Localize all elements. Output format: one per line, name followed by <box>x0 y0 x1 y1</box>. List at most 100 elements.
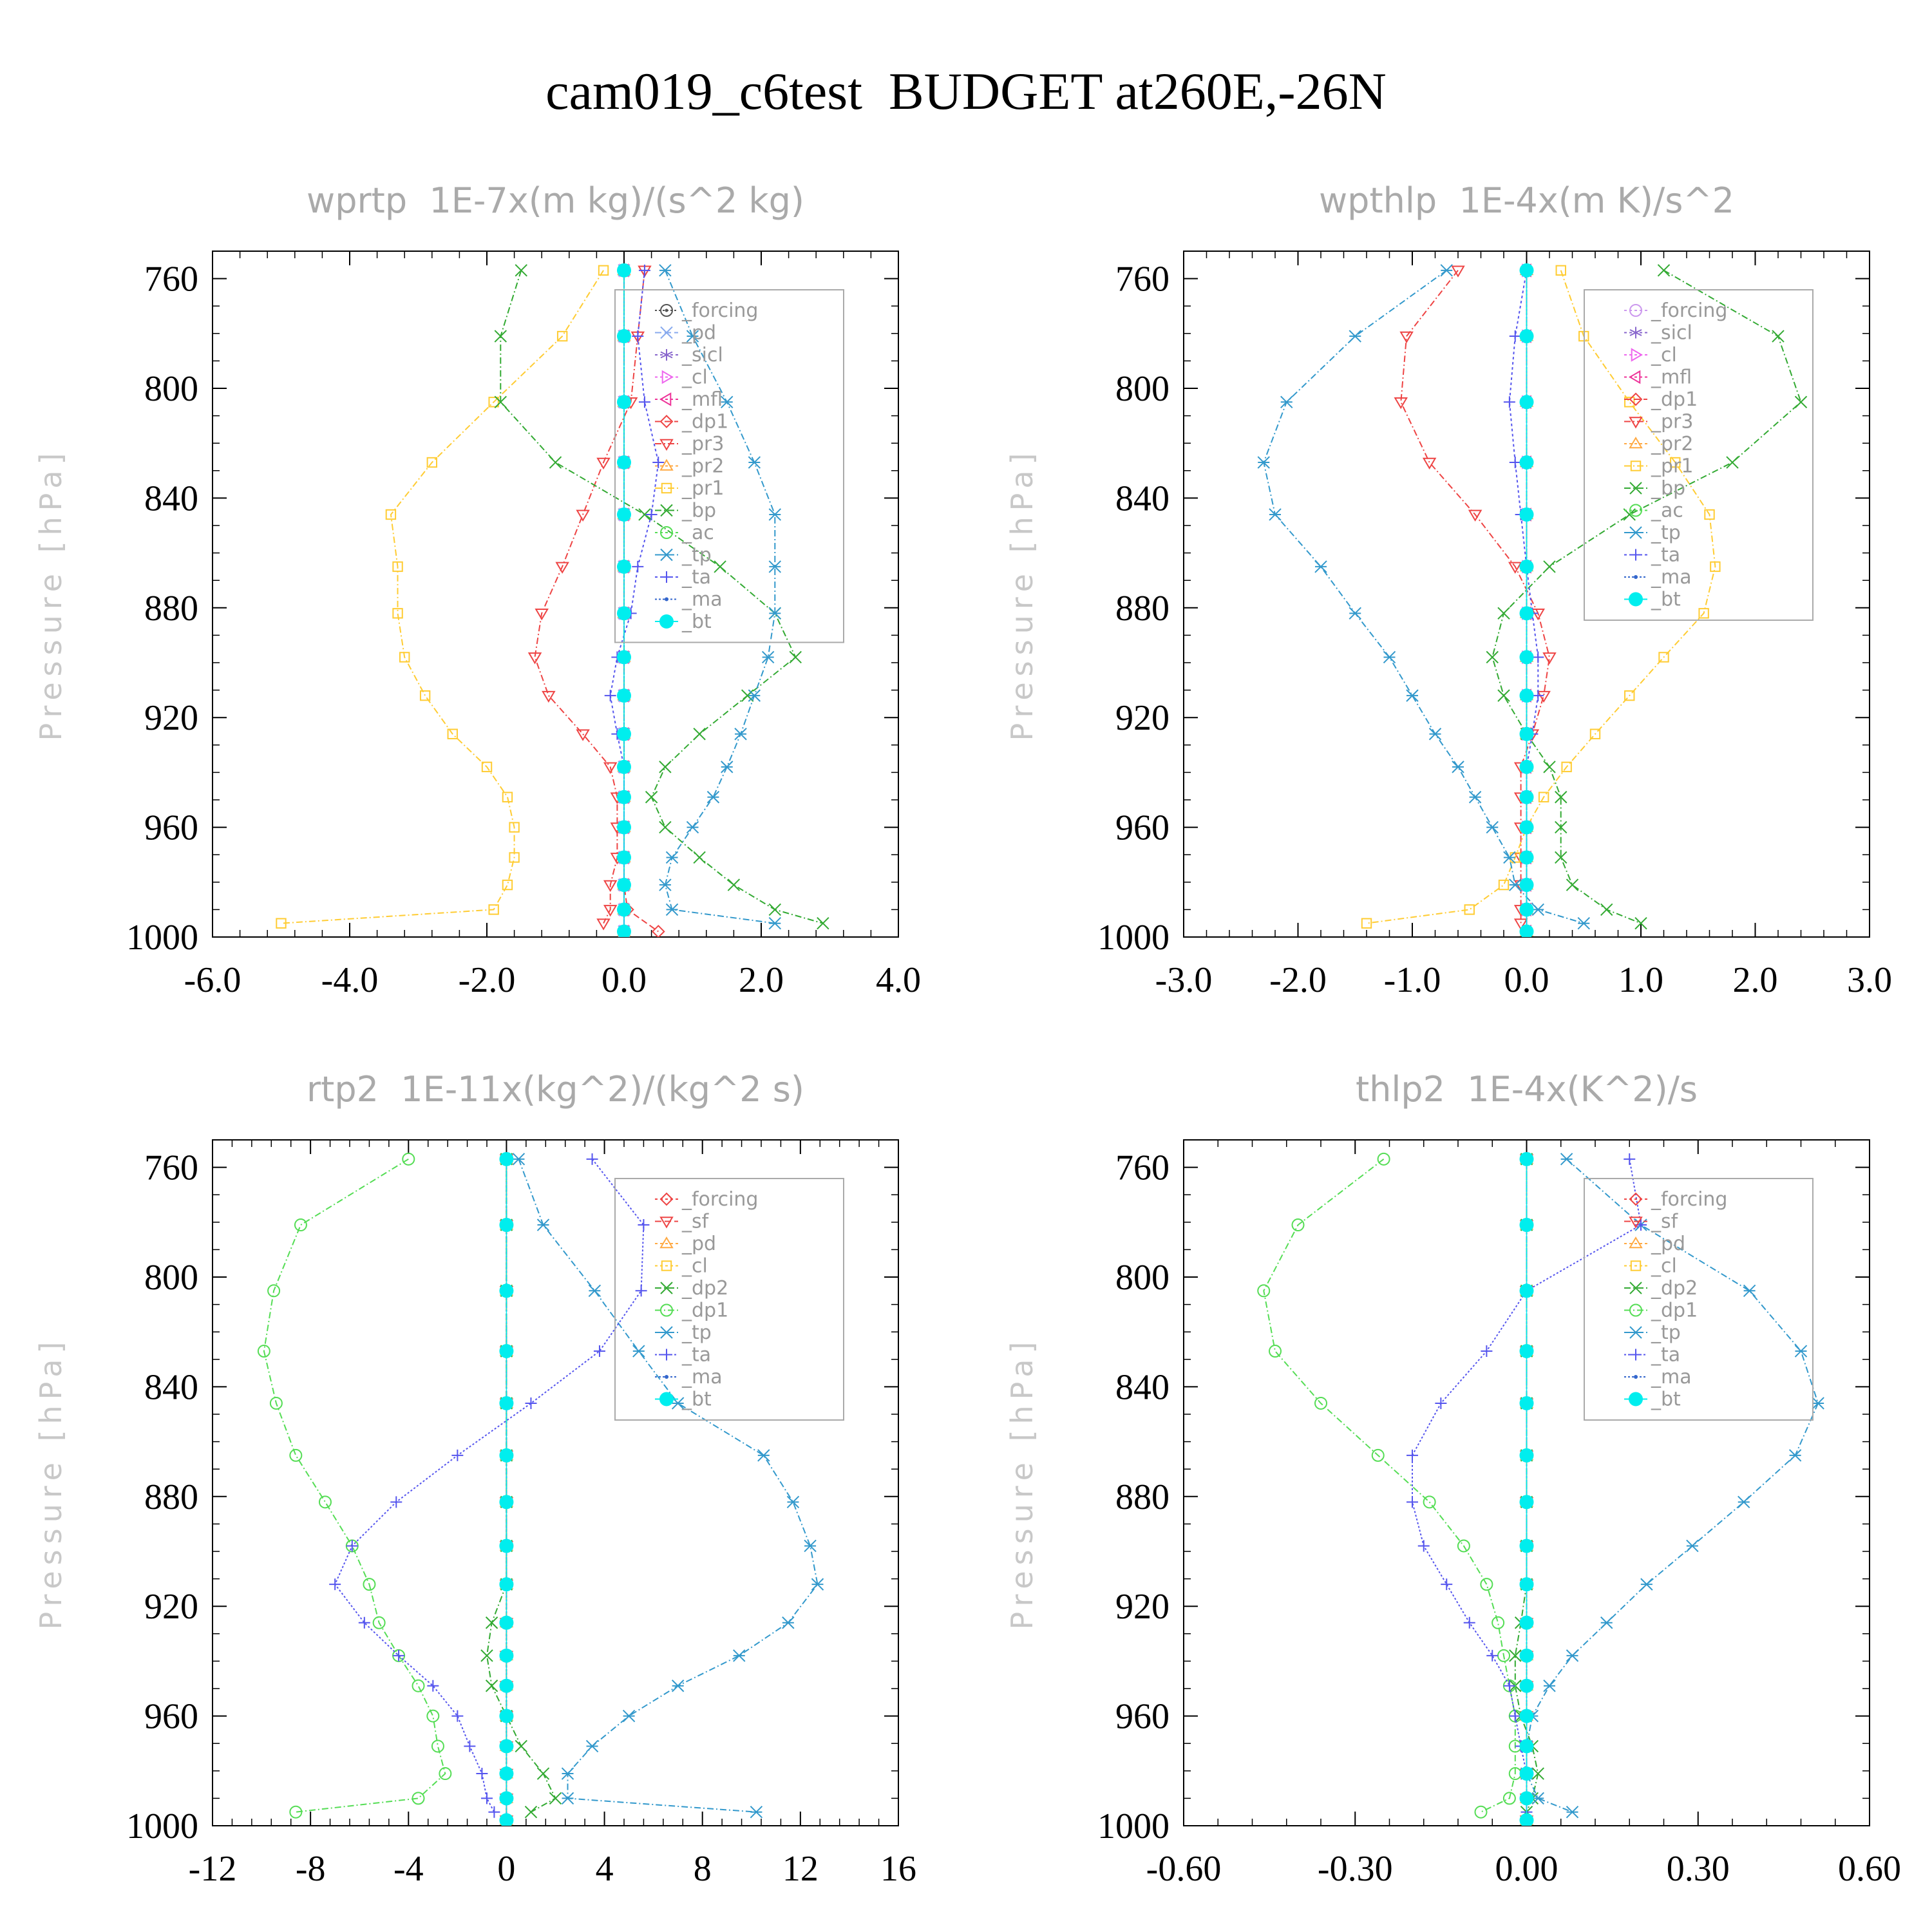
point_pr3 <box>576 509 590 522</box>
point_tp <box>748 456 761 469</box>
point_ta <box>604 690 616 702</box>
legend-label: _sicl <box>681 344 723 366</box>
series-line_bp <box>1492 269 1802 924</box>
legend-label: _ta <box>1651 544 1680 567</box>
point_bp <box>817 916 829 930</box>
y-tick-label: 1000 <box>126 1806 198 1846</box>
point_bp <box>1600 903 1613 916</box>
x-tick-label: -0.60 <box>1146 1849 1222 1889</box>
legend-item: _dp2 <box>655 1277 728 1300</box>
legend-item: _forcing <box>1624 1188 1727 1211</box>
legend-marker <box>1629 1392 1643 1406</box>
point_bt <box>499 1813 514 1826</box>
point_tp <box>1794 1345 1808 1358</box>
point_ta <box>635 1285 647 1297</box>
legend-label: _cl <box>1651 344 1677 366</box>
legend-marker <box>1634 575 1638 579</box>
point_bt <box>499 1283 514 1298</box>
point_pr3 <box>542 690 556 703</box>
point_bt <box>1519 1283 1534 1298</box>
series_bp <box>1486 264 1808 930</box>
legend-label: _tp <box>681 1321 712 1344</box>
plot-frame <box>212 1139 899 1826</box>
x-tick-label: 0.30 <box>1667 1849 1730 1889</box>
point_ta <box>1486 1649 1499 1662</box>
x-tick-label: 4.0 <box>876 960 921 1000</box>
point_pr1 <box>1704 509 1715 520</box>
legend-label: _pr1 <box>1651 455 1693 478</box>
legend-item: _sicl <box>655 344 723 366</box>
series-line_ta <box>334 1159 645 1813</box>
legend-item: _bp <box>1624 477 1685 500</box>
point_tp <box>1280 395 1293 409</box>
point_tp <box>1269 508 1282 521</box>
point_tp <box>706 791 720 804</box>
x-tick-label: 2.0 <box>739 960 784 1000</box>
point_dp1 <box>431 1739 444 1753</box>
point_bt <box>1519 559 1534 574</box>
x-tick-label: -2.0 <box>1269 960 1327 1000</box>
point_dp1 <box>1502 1792 1516 1805</box>
point_pr3 <box>1468 509 1482 522</box>
point_dp1 <box>1314 1396 1327 1410</box>
legend-item: _ta <box>655 1344 711 1367</box>
point_bt <box>1519 1709 1534 1723</box>
legend-item: _dp1 <box>1624 388 1698 411</box>
legend-item: _tp <box>1624 1321 1681 1344</box>
legend-marker <box>661 1260 672 1271</box>
series_pr3 <box>1394 265 1557 931</box>
point_ta <box>1503 396 1515 408</box>
point_dp1 <box>651 925 665 937</box>
point_bt <box>499 1448 514 1463</box>
point_tp <box>1566 1649 1579 1662</box>
point_tp <box>721 395 734 409</box>
point_bp <box>1497 689 1510 702</box>
legend-marker <box>660 548 673 562</box>
point_ta <box>1503 1680 1515 1692</box>
point_bt <box>617 559 631 574</box>
legend-marker <box>1629 1236 1643 1249</box>
point_bp <box>1555 791 1567 804</box>
point_ta <box>1406 1496 1418 1508</box>
legend-label: _cl <box>681 366 708 389</box>
point_bt <box>1519 902 1534 917</box>
legend-item: _ma <box>1624 566 1692 589</box>
point_tp <box>1428 728 1442 741</box>
point_tp <box>1600 1616 1613 1629</box>
point_tp <box>659 878 672 891</box>
point_tp <box>561 1792 574 1805</box>
series_tp <box>659 264 782 930</box>
point_bt <box>617 902 631 917</box>
point_pr1 <box>276 918 287 929</box>
x-tick-label: -4.0 <box>321 960 379 1000</box>
point_bt <box>499 1218 514 1233</box>
series_cl <box>1522 263 1534 937</box>
point_pr1 <box>1498 879 1510 891</box>
point_tp <box>665 851 679 864</box>
point_ta <box>632 560 644 573</box>
point_dp1 <box>1474 1805 1488 1819</box>
legend-label: _forcing <box>681 299 758 322</box>
point_bt <box>617 688 631 703</box>
point_pr3 <box>603 905 618 917</box>
x-tick-label: 3.0 <box>1847 960 1892 1000</box>
y-tick-label: 960 <box>144 1697 198 1737</box>
point_bt <box>1519 1739 1534 1754</box>
point_bp <box>693 851 706 864</box>
legend-marker <box>660 1282 673 1294</box>
point_bt <box>617 878 631 893</box>
point_tp <box>671 1680 685 1692</box>
legend-label: _cl <box>1651 1255 1677 1278</box>
x-tick-label: -12 <box>189 1849 237 1889</box>
point_pr1 <box>1670 457 1681 468</box>
point_pr3 <box>603 762 618 774</box>
point_bt <box>499 1678 514 1693</box>
legend-label: _forcing <box>681 1188 758 1211</box>
legend-label: _mfl <box>681 388 723 411</box>
point_dp1 <box>1291 1218 1305 1232</box>
y-tick-label: 920 <box>144 1587 198 1627</box>
legend-label: _bt <box>681 1388 712 1411</box>
x-tick-label: 0.00 <box>1495 1849 1558 1889</box>
point_tp <box>1566 1805 1579 1819</box>
